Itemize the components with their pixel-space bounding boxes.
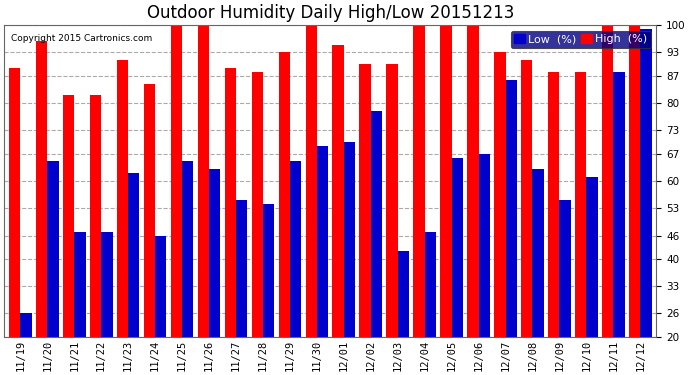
Bar <box>144 84 155 337</box>
Bar <box>397 251 409 337</box>
Bar <box>548 72 560 337</box>
Bar <box>479 154 490 337</box>
Bar <box>613 72 624 337</box>
Bar <box>90 95 101 337</box>
Bar <box>101 232 112 337</box>
Bar <box>63 95 75 337</box>
Bar <box>413 25 424 337</box>
Bar <box>494 53 506 337</box>
Bar <box>155 236 166 337</box>
Bar <box>263 204 274 337</box>
Bar <box>629 25 640 337</box>
Bar <box>170 25 182 337</box>
Text: Copyright 2015 Cartronics.com: Copyright 2015 Cartronics.com <box>10 34 152 44</box>
Bar <box>252 72 263 337</box>
Bar <box>452 158 463 337</box>
Title: Outdoor Humidity Daily High/Low 20151213: Outdoor Humidity Daily High/Low 20151213 <box>147 4 514 22</box>
Bar <box>317 146 328 337</box>
Bar <box>128 173 139 337</box>
Bar <box>371 111 382 337</box>
Bar <box>521 60 533 337</box>
Bar <box>75 232 86 337</box>
Bar <box>36 41 48 337</box>
Bar <box>117 60 128 337</box>
Bar <box>20 314 32 337</box>
Bar <box>279 53 290 337</box>
Bar <box>198 25 209 337</box>
Bar <box>209 169 220 337</box>
Bar <box>533 169 544 337</box>
Bar <box>575 72 586 337</box>
Bar <box>424 232 436 337</box>
Bar <box>48 162 59 337</box>
Bar <box>306 25 317 337</box>
Bar <box>225 68 236 337</box>
Bar <box>236 201 247 337</box>
Bar <box>506 80 517 337</box>
Bar <box>290 162 302 337</box>
Bar <box>560 201 571 337</box>
Bar <box>359 64 371 337</box>
Bar <box>9 68 20 337</box>
Bar <box>440 25 452 337</box>
Bar <box>333 45 344 337</box>
Bar <box>640 29 651 337</box>
Bar <box>344 142 355 337</box>
Bar <box>586 177 598 337</box>
Legend: Low  (%), High  (%): Low (%), High (%) <box>511 31 651 48</box>
Bar <box>386 64 397 337</box>
Bar <box>602 25 613 337</box>
Bar <box>182 162 193 337</box>
Bar <box>467 25 479 337</box>
